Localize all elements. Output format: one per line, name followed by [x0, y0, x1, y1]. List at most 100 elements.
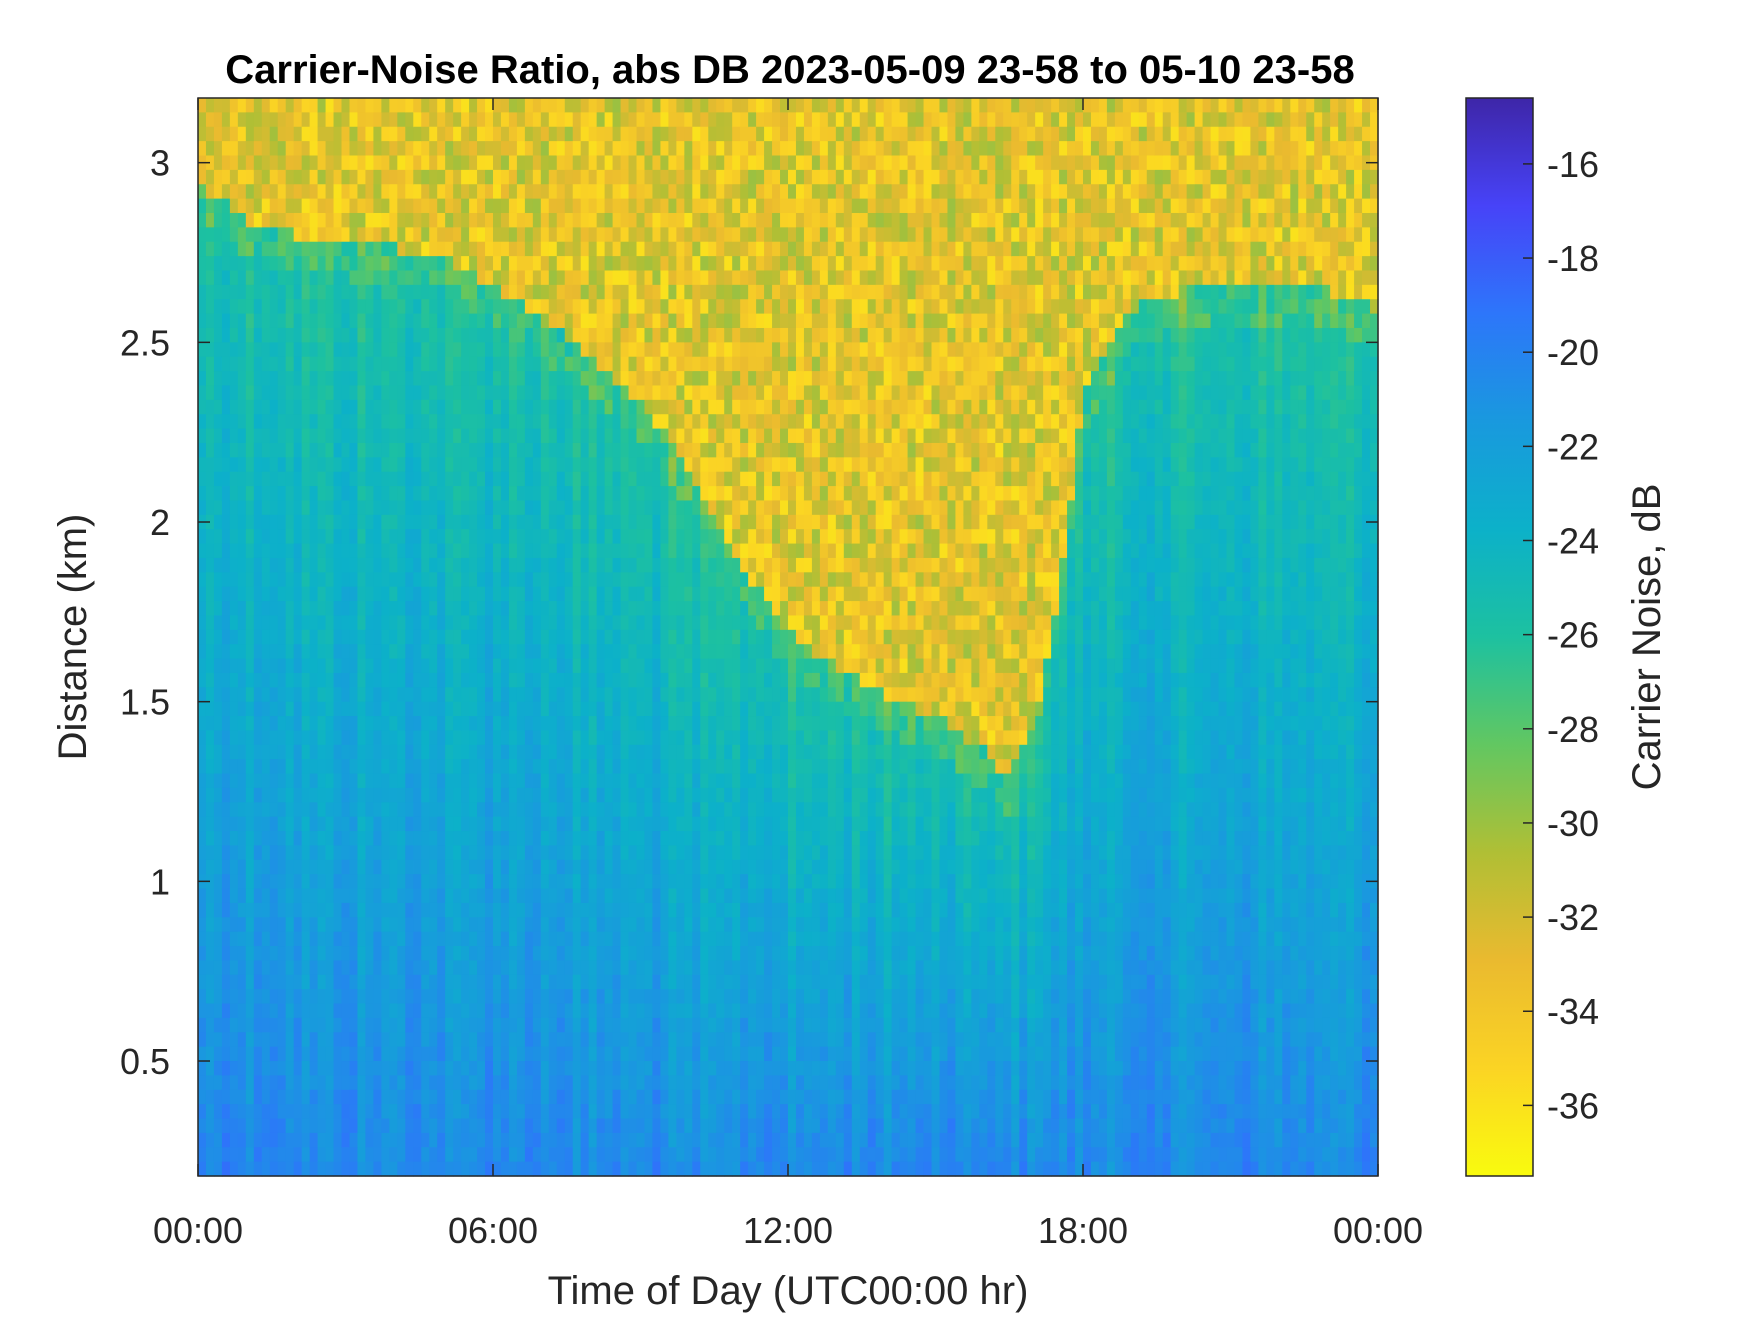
heatmap-cell [357, 112, 367, 128]
heatmap-cell [461, 831, 470, 847]
heatmap-cell [365, 946, 374, 961]
heatmap-cell [628, 1075, 638, 1091]
heatmap-cell [453, 716, 462, 732]
heatmap-cell [301, 687, 311, 703]
heatmap-cell [198, 356, 207, 372]
heatmap-cell [365, 644, 374, 660]
heatmap-cell [532, 1075, 542, 1091]
heatmap-cell [229, 730, 239, 746]
heatmap-cell [620, 1132, 630, 1148]
heatmap-cell [445, 241, 454, 257]
heatmap-cell [301, 1046, 311, 1062]
heatmap-cell [652, 126, 662, 142]
heatmap-cell [612, 313, 622, 329]
heatmap-cell [229, 572, 239, 588]
heatmap-cell [485, 327, 494, 343]
heatmap-cell [229, 888, 239, 904]
heatmap-cell [309, 256, 319, 272]
heatmap-cell [493, 1118, 502, 1134]
heatmap-cell [293, 141, 303, 157]
heatmap-cell [413, 716, 422, 732]
heatmap-cell [373, 859, 382, 875]
heatmap-cell [413, 399, 422, 415]
heatmap-cell [660, 514, 669, 530]
heatmap-cell [357, 1104, 367, 1120]
heatmap-cell [293, 1075, 303, 1091]
heatmap-cell [198, 629, 207, 645]
heatmap-cell [357, 126, 367, 142]
heatmap-cell [604, 385, 614, 401]
heatmap-cell [493, 313, 502, 329]
heatmap-cell [421, 787, 430, 803]
heatmap-cell [604, 299, 614, 315]
heatmap-cell [373, 989, 382, 1005]
heatmap-cell [269, 888, 279, 904]
heatmap-cell [644, 284, 654, 300]
heatmap-cell [692, 701, 701, 717]
heatmap-cell [604, 902, 614, 918]
heatmap-cell [556, 184, 566, 200]
heatmap-cell [604, 327, 614, 343]
heatmap-cell [652, 557, 662, 573]
heatmap-cell [580, 356, 590, 372]
heatmap-cell [365, 1046, 374, 1062]
heatmap-cell [596, 644, 606, 660]
heatmap-cell [477, 1132, 486, 1148]
heatmap-cell [229, 169, 239, 185]
heatmap-cell [221, 1147, 231, 1163]
heatmap-cell [333, 787, 343, 803]
heatmap-cell [301, 227, 311, 243]
heatmap-cell [237, 989, 247, 1005]
heatmap-cell [317, 816, 327, 832]
heatmap-cell [373, 974, 382, 990]
heatmap-cell [716, 284, 725, 300]
heatmap-cell [556, 787, 566, 803]
heatmap-cell [532, 399, 542, 415]
heatmap-cell [556, 1132, 566, 1148]
heatmap-cell [229, 529, 239, 545]
heatmap-cell [692, 1061, 701, 1076]
heatmap-cell [405, 816, 414, 832]
heatmap-cell [405, 126, 414, 142]
heatmap-cell [684, 658, 693, 674]
heatmap-cell [413, 371, 422, 387]
heatmap-cell [198, 572, 207, 588]
heatmap-cell [373, 241, 382, 257]
heatmap-cell [684, 946, 693, 961]
heatmap-cell [453, 299, 462, 315]
heatmap-cell [325, 399, 335, 415]
heatmap-cell [453, 1147, 462, 1163]
heatmap-cell [532, 672, 542, 688]
heatmap-cell [644, 888, 654, 904]
heatmap-cell [508, 327, 518, 343]
heatmap-cell [405, 169, 414, 185]
heatmap-cell [421, 888, 430, 904]
heatmap-cell [668, 902, 677, 918]
heatmap-cell [221, 313, 231, 329]
heatmap-cell [676, 356, 685, 372]
heatmap-cell [477, 500, 486, 516]
heatmap-cell [349, 1032, 359, 1048]
heatmap-cell [213, 557, 223, 573]
heatmap-cell [421, 529, 430, 545]
heatmap-cell [293, 888, 303, 904]
heatmap-cell [245, 356, 255, 372]
heatmap-cell [357, 787, 367, 803]
heatmap-cell [636, 557, 646, 573]
heatmap-cell [237, 529, 247, 545]
heatmap-cell [684, 414, 693, 430]
heatmap-cell [317, 759, 327, 775]
heatmap-cell [405, 1046, 414, 1062]
heatmap-cell [261, 1032, 271, 1048]
heatmap-cell [524, 687, 534, 703]
heatmap-cell [237, 730, 247, 746]
heatmap-cell [524, 270, 534, 286]
heatmap-cell [437, 198, 446, 214]
heatmap-cell [325, 888, 335, 904]
heatmap-cell [429, 371, 438, 387]
heatmap-cell [229, 601, 239, 617]
heatmap-cell [341, 730, 351, 746]
heatmap-cell [588, 730, 598, 746]
heatmap-cell [652, 256, 662, 272]
heatmap-cell [309, 1061, 319, 1076]
